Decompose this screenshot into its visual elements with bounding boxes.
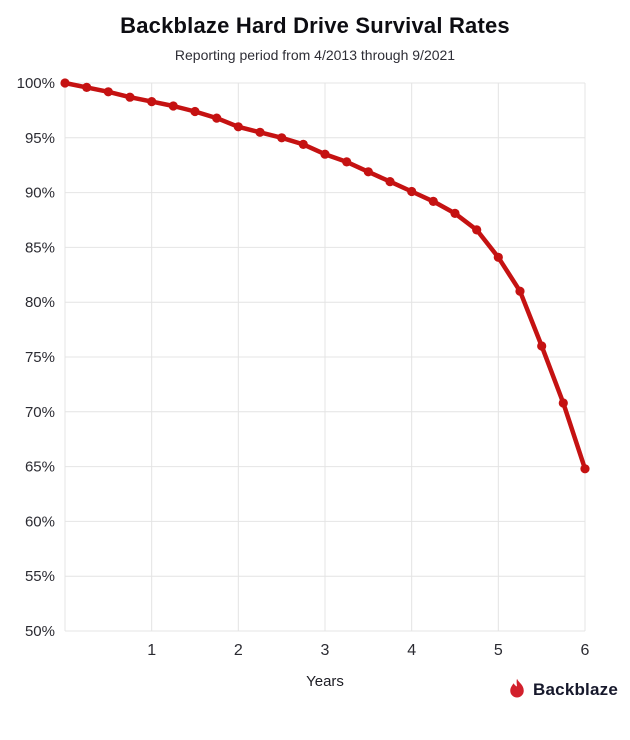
- y-tick-label: 90%: [25, 185, 55, 202]
- x-tick-label: 4: [407, 642, 416, 659]
- data-point: [537, 341, 547, 351]
- x-tick-label: 1: [147, 642, 156, 659]
- data-point: [580, 464, 590, 474]
- line-chart: 50% 55% 60% 65% 70% 75% 80% 85% 90% 95% 100% 1 2 3 4 5 6: [0, 65, 630, 661]
- chart-header: Backblaze Hard Drive Survival Rates Repo…: [0, 0, 630, 63]
- data-point: [190, 106, 200, 117]
- y-tick-label: 100%: [17, 75, 55, 92]
- data-point: [147, 97, 157, 107]
- data-point: [125, 92, 135, 102]
- data-point: [450, 208, 460, 218]
- y-tick-label: 55%: [25, 568, 55, 585]
- data-point: [472, 225, 482, 235]
- y-tick-label: 80%: [25, 294, 55, 311]
- data-point: [255, 127, 265, 137]
- y-tick-label: 95%: [25, 130, 55, 147]
- flame-icon: [510, 678, 524, 698]
- y-tick-label: 70%: [25, 404, 55, 421]
- data-point: [320, 149, 330, 159]
- chart-footer: Years Backblaze: [0, 661, 630, 723]
- data-point: [407, 186, 417, 197]
- y-tick-label: 65%: [25, 459, 55, 476]
- data-point: [82, 82, 92, 92]
- x-tick-label: 2: [234, 642, 243, 659]
- data-point: [493, 252, 503, 262]
- y-tick-label: 75%: [25, 349, 55, 366]
- chart-subtitle: Reporting period from 4/2013 through 9/2…: [174, 47, 456, 63]
- y-tick-label: 85%: [25, 239, 55, 256]
- chart-title: Backblaze Hard Drive Survival Rates: [120, 13, 510, 38]
- data-point: [385, 177, 395, 187]
- x-axis-title: Years: [306, 673, 344, 690]
- x-tick-label: 6: [581, 642, 590, 659]
- x-tick-label: 3: [321, 642, 330, 659]
- flame-shape: [510, 678, 524, 698]
- data-point: [342, 157, 352, 167]
- data-point: [558, 398, 568, 408]
- data-point: [515, 286, 525, 296]
- x-tick-label: 5: [494, 642, 503, 659]
- data-point: [428, 196, 438, 206]
- data-point: [103, 87, 113, 97]
- data-point: [298, 139, 308, 149]
- chart-svg: 50% 55% 60% 65% 70% 75% 80% 85% 90% 95% 100% 1 2 3 4 5 6: [17, 75, 590, 659]
- data-point: [363, 167, 373, 177]
- data-point: [277, 133, 287, 143]
- y-tick-label: 60%: [25, 513, 55, 530]
- data-point: [212, 113, 222, 123]
- data-point: [168, 101, 178, 111]
- logo-text: Backblaze: [533, 680, 618, 699]
- data-point: [60, 78, 70, 88]
- backblaze-logo: Backblaze: [505, 677, 618, 703]
- y-tick-label: 50%: [25, 623, 55, 640]
- data-point: [233, 122, 243, 132]
